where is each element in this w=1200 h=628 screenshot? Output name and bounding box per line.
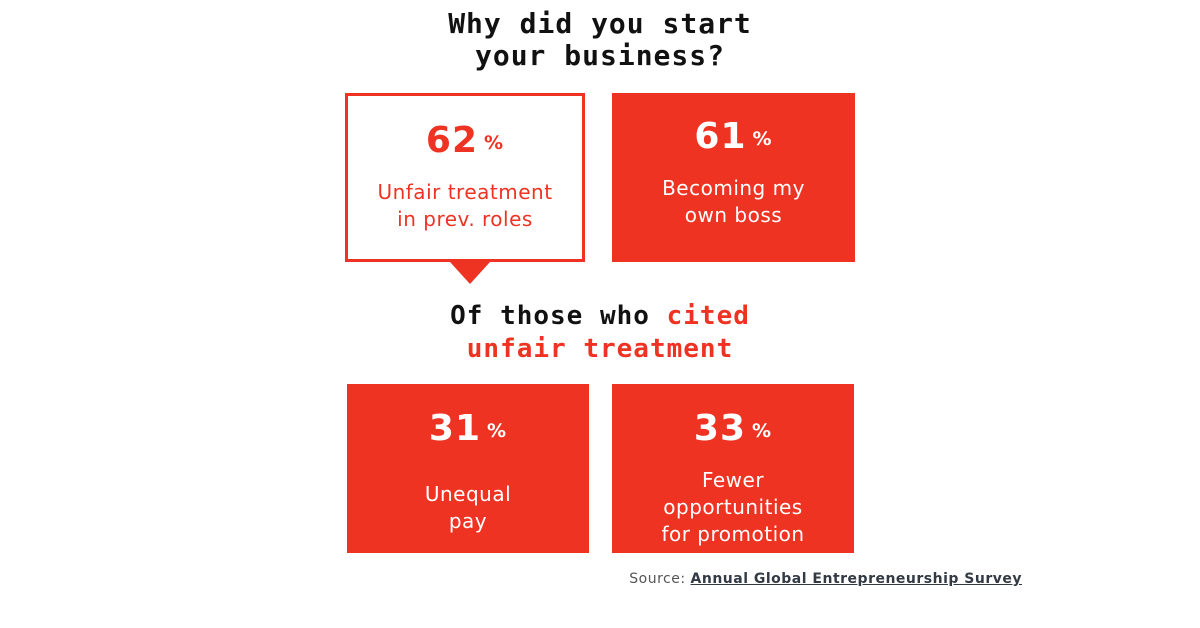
stat-card-fewer-opportunities: 33% Fewer opportunities for promotion [612, 384, 854, 553]
stat-description-line: in prev. roles [397, 207, 533, 231]
title-line-1: Why did you start [448, 7, 752, 40]
stat-value: 62% [348, 121, 582, 163]
stat-unit: % [484, 132, 505, 154]
stat-value: 31% [347, 409, 589, 451]
stat-description: Unequal pay [347, 481, 589, 535]
stat-description-line: Unfair treatment [377, 180, 553, 204]
stat-description-line: Fewer [701, 468, 765, 492]
subtitle-text: Of those who [450, 301, 650, 331]
stat-description: Becoming my own boss [612, 175, 855, 229]
stat-number: 62 [425, 120, 479, 161]
stat-unit: % [752, 128, 773, 150]
stat-description-line: pay [448, 509, 488, 533]
subtitle-line-2: unfair treatment [466, 334, 734, 364]
stat-unit: % [487, 420, 508, 442]
stat-description-line: Unequal [424, 482, 512, 506]
source-label: Source: [629, 571, 686, 587]
stat-value: 33% [612, 409, 854, 451]
stat-card-unequal-pay: 31% Unequal pay [347, 384, 589, 553]
source-link[interactable]: Annual Global Entrepreneurship Survey [690, 571, 1022, 587]
stat-number: 33 [693, 408, 747, 449]
stat-number: 61 [694, 116, 747, 157]
subtitle-line-1: Of those who cited [0, 300, 1200, 333]
stat-description: Unfair treatment in prev. roles [348, 179, 582, 233]
stat-number: 31 [428, 408, 482, 449]
stat-description-line: Becoming my [662, 176, 805, 200]
stat-description: Fewer opportunities for promotion [612, 467, 854, 548]
subtitle-highlight: cited [666, 301, 750, 331]
stat-card-unfair-treatment: 62% Unfair treatment in prev. roles [345, 93, 585, 262]
stat-description-line: for promotion [661, 522, 805, 546]
arrow-down-icon [450, 262, 490, 284]
stat-description-line: opportunities [663, 495, 803, 519]
stat-value: 61% [612, 117, 855, 159]
stat-description-line: own boss [684, 203, 783, 227]
section-subtitle: Of those who cited unfair treatment [0, 300, 1200, 366]
title-line-2: your business? [474, 39, 725, 72]
source-note: Source: Annual Global Entrepreneurship S… [629, 571, 1022, 587]
stat-unit: % [752, 420, 773, 442]
stat-card-own-boss: 61% Becoming my own boss [612, 93, 855, 262]
page-title: Why did you start your business? [0, 8, 1200, 72]
